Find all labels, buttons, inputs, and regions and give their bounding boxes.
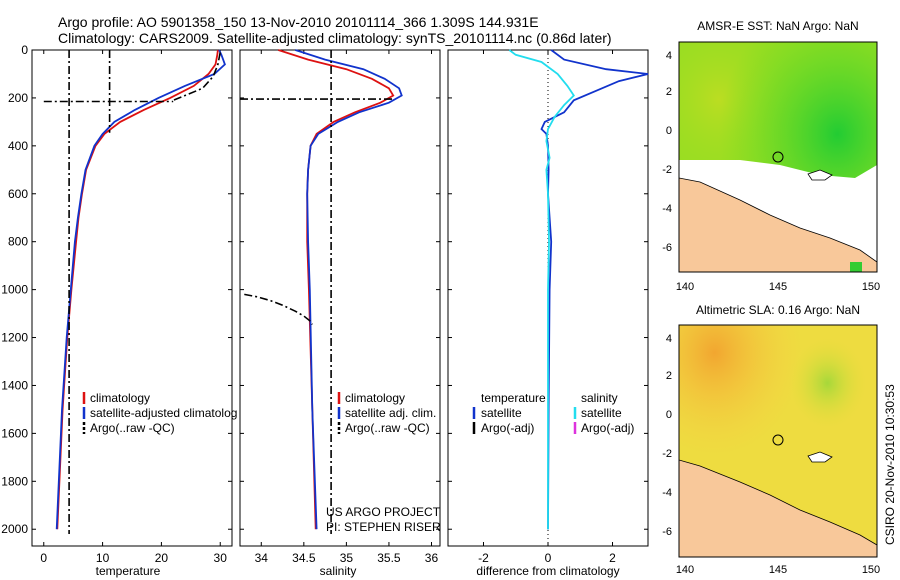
sst-map-title: AMSR-E SST: NaN Argo: NaN xyxy=(697,19,858,33)
sla-map-title: Altimetric SLA: 0.16 Argo: NaN xyxy=(696,303,860,317)
temperature-plot: 0 200 400 600 800 1000 1200 1400 1600 1800 2000 0 10… xyxy=(1,43,232,565)
series-climatology xyxy=(278,49,395,530)
y-tick-label: 200 xyxy=(8,91,28,105)
x-tick-label: 35 xyxy=(340,551,354,565)
sla-ytick: 4 xyxy=(666,333,672,345)
x-tick-label: 35.5 xyxy=(377,551,401,565)
project-annotation: US ARGO PROJECT xyxy=(326,505,441,519)
x-tick-label: 36 xyxy=(425,551,439,565)
sst-ytick: 4 xyxy=(666,50,672,62)
sla-argo-marker xyxy=(772,434,784,446)
sst-xtick: 140 xyxy=(676,281,694,293)
y-tick-label: 0 xyxy=(21,43,28,57)
legend-header-salinity: salinity xyxy=(581,391,618,405)
y-tick-label: 600 xyxy=(8,187,28,201)
sla-ytick: -6 xyxy=(662,526,672,538)
x-tick-label: 20 xyxy=(155,551,169,565)
sst-map: AMSR-E SST: NaN Argo: NaN xyxy=(662,19,880,293)
series-climatology xyxy=(56,49,219,530)
sla-map: Altimetric SLA: 0.16 Argo: NaN 4 2 0 -2 … xyxy=(662,303,880,576)
sla-ytick: -2 xyxy=(662,448,672,460)
y-tick-label: 1400 xyxy=(1,378,28,392)
sla-ytick: 2 xyxy=(666,370,672,382)
legend-argo: Argo(..raw -QC) xyxy=(90,421,175,435)
temperature-plot-frame xyxy=(31,49,233,547)
sla-ytick: -4 xyxy=(662,487,672,499)
sst-ytick: -4 xyxy=(662,203,672,215)
y-tick-label: 1000 xyxy=(1,283,28,297)
legend-satellite-sal: satellite adj. clim. xyxy=(345,406,436,420)
figure-header: Argo profile: AO 5901358_150 13-Nov-2010… xyxy=(58,14,612,46)
x-tick-label: -2 xyxy=(478,551,489,565)
x-tick-label: 10 xyxy=(96,551,110,565)
legend-climatology: climatology xyxy=(90,391,150,405)
sst-ytick: -6 xyxy=(662,242,672,254)
series-satellite xyxy=(295,49,403,530)
salinity-plot-frame xyxy=(239,49,441,547)
legend-sal-satellite: satellite xyxy=(581,406,622,420)
y-tick-label: 1600 xyxy=(1,426,28,440)
temperature-x-label: temperature xyxy=(96,564,161,578)
legend-argo-sal: Argo(..raw -QC) xyxy=(345,421,430,435)
x-tick-label: 30 xyxy=(214,551,228,565)
sst-ytick: 2 xyxy=(666,86,672,98)
series-temperature-satellite xyxy=(540,49,649,530)
legend-temp-argo: Argo(-adj) xyxy=(481,421,534,435)
legend-temp-satellite: satellite xyxy=(481,406,522,420)
sst-ytick: 0 xyxy=(666,125,672,137)
y-tick-label: 1200 xyxy=(1,331,28,345)
x-tick-label: 0 xyxy=(545,551,552,565)
sla-ytick: 0 xyxy=(666,409,672,421)
difference-x-label: difference from climatology xyxy=(476,564,619,578)
csiro-timestamp: CSIRO 20-Nov-2010 10:30:53 xyxy=(883,384,897,545)
salinity-plot: 34 34.5 35 35.5 36 xyxy=(240,49,440,565)
temperature-legend: climatology satellite-adjusted climatolo… xyxy=(82,391,237,435)
sla-xtick: 140 xyxy=(676,564,694,576)
x-tick-label: 0 xyxy=(40,551,47,565)
series-argo-steps xyxy=(172,52,221,102)
series-salinity-satellite xyxy=(508,49,575,530)
sst-argo-marker xyxy=(772,151,784,163)
x-tick-label: 2 xyxy=(609,551,616,565)
sla-xtick: 145 xyxy=(769,564,787,576)
legend-sal-argo: Argo(-adj) xyxy=(581,421,634,435)
sst-xtick: 145 xyxy=(769,281,787,293)
salinity-x-label: salinity xyxy=(320,564,357,578)
salinity-legend: climatology satellite adj. clim. Argo(..… xyxy=(326,391,441,534)
x-tick-label: 34.5 xyxy=(292,551,316,565)
y-tick-label: 400 xyxy=(8,139,28,153)
sla-xtick: 150 xyxy=(862,564,880,576)
series-argo-deep xyxy=(244,293,313,325)
legend-satellite-adj: satellite-adjusted climatolog xyxy=(90,406,237,420)
sst-xtick: 150 xyxy=(862,281,880,293)
sst-ytick: -2 xyxy=(662,164,672,176)
legend-climatology-sal: climatology xyxy=(345,391,405,405)
y-tick-label: 800 xyxy=(8,235,28,249)
header-line-2: Climatology: CARS2009. Satellite-adjuste… xyxy=(58,30,612,46)
pi-annotation: PI: STEPHEN RISER xyxy=(326,520,441,534)
y-tick-label: 1800 xyxy=(1,474,28,488)
difference-plot: -2 0 2 xyxy=(448,49,649,565)
series-satellite xyxy=(55,49,226,530)
difference-legend: temperature salinity satellite Argo(-adj… xyxy=(472,391,634,435)
header-line-1: Argo profile: AO 5901358_150 13-Nov-2010… xyxy=(58,14,539,30)
legend-header-temperature: temperature xyxy=(481,391,546,405)
x-tick-label: 34 xyxy=(255,551,269,565)
y-tick-label: 2000 xyxy=(1,522,28,536)
